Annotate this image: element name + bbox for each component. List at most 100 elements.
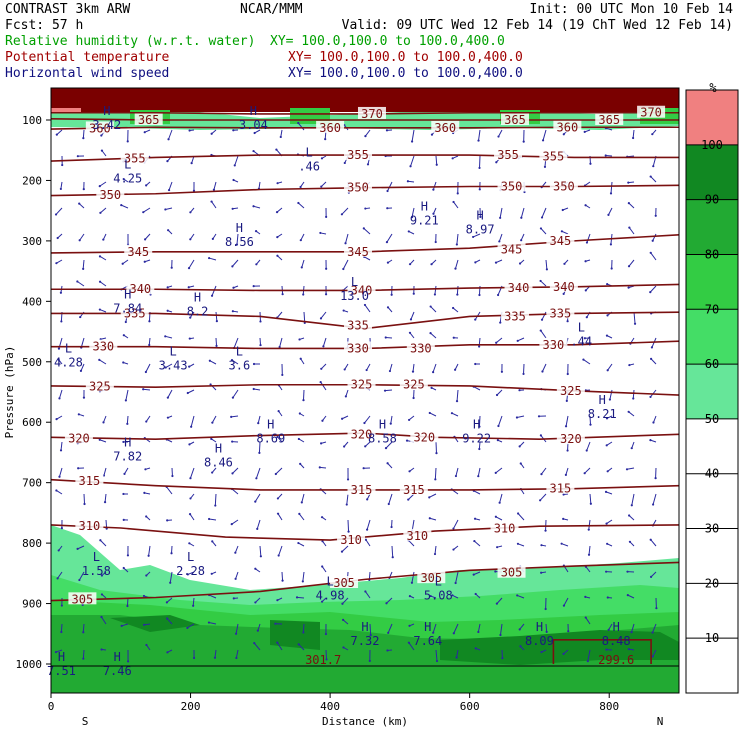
theta-label: 325	[351, 378, 373, 392]
wind-arrow-head	[166, 396, 169, 399]
wind-arrow-head	[82, 267, 85, 270]
wind-arrow	[189, 467, 195, 479]
wind-arrow-head	[628, 540, 632, 543]
wind-arrow-head	[409, 318, 413, 321]
wind-arrow	[565, 467, 569, 476]
wind-arrow	[235, 623, 239, 634]
wind-arrow-head	[145, 420, 148, 423]
theta-label-bg	[556, 432, 585, 445]
theta-label: 335	[504, 309, 526, 323]
wind-arrow	[388, 493, 393, 505]
wind-arrow	[632, 129, 635, 139]
wind-arrow-head	[276, 497, 279, 500]
wind-arrow	[453, 201, 459, 209]
wind-arrow-head	[364, 445, 367, 448]
wind-arrow-head	[478, 345, 481, 348]
wind-arrow	[58, 389, 63, 399]
wind-arrow	[167, 389, 173, 398]
wind-arrow	[208, 257, 217, 261]
wind-arrow	[143, 207, 151, 213]
wind-arrow	[347, 519, 350, 532]
colorbar-level-label: 100	[701, 138, 723, 152]
wind-arrow	[541, 467, 547, 475]
wind-extremum-value: 1.58	[82, 564, 111, 578]
wind-arrow-head	[386, 189, 389, 193]
wind-arrow-head	[211, 421, 214, 424]
wind-arrow-head	[252, 285, 255, 288]
wind-arrow-head	[144, 468, 147, 471]
wind-arrow-head	[254, 230, 258, 233]
wind-arrow-head	[343, 161, 346, 165]
wind-arrow-head	[607, 213, 610, 217]
wind-arrow-head	[297, 643, 300, 646]
wind-arrow-head	[77, 467, 80, 470]
wind-arrow	[495, 337, 503, 344]
wind-extremum-value: 7.84	[113, 301, 142, 315]
wind-arrow	[519, 623, 525, 630]
wind-extremum-value: 2.28	[176, 564, 205, 578]
field-theta-name: Potential temperature	[5, 50, 170, 65]
wind-arrow-head	[474, 318, 477, 321]
theta-label: 325	[560, 384, 582, 398]
theta-label-bg	[497, 565, 526, 578]
wind-arrow-head	[501, 656, 504, 660]
wind-arrow	[649, 285, 657, 293]
wind-arrow-head	[364, 538, 367, 541]
colorbar-outline	[685, 89, 739, 694]
wind-arrow-head	[364, 590, 367, 593]
colorbar-band	[686, 309, 738, 365]
theta-label: 315	[403, 483, 425, 497]
wind-arrow-head	[366, 498, 369, 501]
wind-arrow-head	[385, 602, 388, 605]
wind-arrow-head	[231, 207, 234, 210]
wind-arrow-head	[494, 471, 497, 474]
wind-arrow-head	[651, 631, 654, 634]
wind-arrow-head	[189, 211, 192, 214]
wind-arrow	[342, 597, 349, 605]
wind-arrow	[451, 412, 459, 417]
colorbar-level-label: 10	[705, 631, 719, 645]
wind-arrow-head	[477, 475, 480, 478]
wind-arrow-head	[210, 437, 213, 440]
wind-arrow-head	[587, 553, 591, 556]
wind-arrow-head	[478, 188, 481, 191]
wind-arrow-head	[259, 343, 262, 347]
wind-arrow-head	[496, 293, 500, 297]
theta-label: 305	[501, 566, 523, 580]
theta-label: 320	[413, 430, 435, 444]
wind-arrow-head	[545, 630, 548, 633]
wind-arrow-head	[540, 473, 543, 476]
wind-arrow-head	[344, 242, 347, 245]
wind-arrow-head	[495, 393, 499, 397]
wind-arrow-head	[429, 305, 432, 308]
wind-arrow	[588, 545, 591, 555]
wind-extremum-high: H	[473, 417, 480, 431]
wind-arrow	[60, 441, 63, 451]
wind-arrow	[101, 616, 107, 625]
wind-arrow-head	[299, 357, 302, 360]
wind-arrow-head	[386, 649, 389, 652]
wind-arrow	[215, 311, 218, 322]
wind-arrow	[628, 515, 635, 521]
wind-arrow	[545, 623, 548, 632]
wind-arrow-head	[209, 383, 212, 386]
wind-arrow-head	[428, 411, 431, 415]
wind-arrow-head	[59, 449, 63, 452]
wind-arrow-head	[564, 425, 568, 428]
wind-arrow-head	[142, 388, 145, 391]
wind-arrow-head	[584, 616, 587, 619]
wind-arrow-head	[432, 188, 435, 191]
wind-extremum-high: H	[361, 620, 368, 634]
wind-arrow-head	[562, 604, 566, 607]
wind-arrow	[279, 337, 283, 348]
wind-arrow-head	[495, 341, 498, 344]
wind-extremum-value: 8.69	[256, 431, 285, 445]
wind-arrow-head	[98, 255, 102, 258]
wind-arrow-head	[435, 163, 438, 166]
wind-arrow-head	[190, 425, 193, 428]
wind-arrow	[364, 415, 371, 424]
wind-arrow	[345, 233, 349, 244]
wind-arrow-head	[57, 549, 60, 552]
wind-arrow-head	[385, 129, 389, 132]
wind-arrow	[499, 623, 503, 636]
